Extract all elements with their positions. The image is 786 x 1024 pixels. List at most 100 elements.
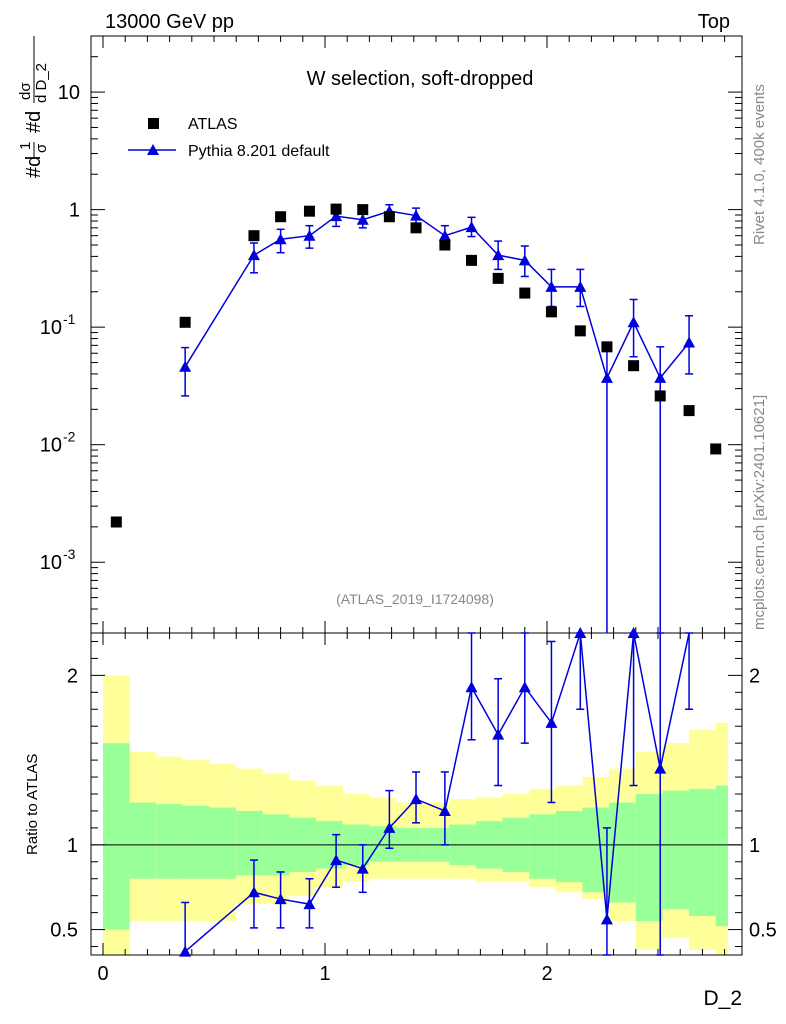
- svg-text:#d: #d: [23, 156, 45, 178]
- data-point: [410, 222, 422, 234]
- mc-series-main: [179, 204, 696, 633]
- ratio-point: [465, 681, 478, 693]
- band-inner-bin: [236, 810, 263, 876]
- band-inner-bin: [129, 802, 157, 879]
- ratio-point: [492, 728, 505, 740]
- legend: ATLAS Pythia 8.201 default: [128, 116, 330, 160]
- y-tick-label-main-exp: -1: [63, 311, 76, 327]
- y-tick-label-main-exp: -3: [63, 546, 76, 562]
- data-point: [710, 443, 722, 455]
- svg-text:dσ: dσ: [17, 82, 34, 100]
- data-point: [357, 204, 369, 216]
- ratio-point: [410, 793, 423, 805]
- svg-text:1: 1: [17, 142, 34, 150]
- y-tick-label-main: 1: [69, 200, 80, 222]
- mc-point: [438, 229, 451, 241]
- band-inner-bin: [555, 810, 583, 883]
- x-axis-label: D_2: [703, 987, 742, 1010]
- ratio-point: [330, 854, 343, 866]
- band-inner-bin: [582, 807, 610, 893]
- ratio-point: [574, 627, 587, 638]
- y-axis-label-ratio: Ratio to ATLAS: [24, 754, 41, 855]
- mc-point: [247, 249, 260, 261]
- band-inner-bin: [209, 807, 237, 879]
- y-tick-label-ratio-right: 1: [749, 835, 760, 857]
- ratio-point: [383, 821, 396, 833]
- ratio-point: [627, 627, 640, 638]
- band-inner-bin: [156, 804, 183, 879]
- svg-text:σ: σ: [33, 143, 50, 153]
- ratio-line: [184, 632, 690, 953]
- y-tick-label-ratio-right: 2: [749, 665, 760, 687]
- data-point: [330, 203, 342, 215]
- data-point: [683, 405, 695, 417]
- mc-point: [465, 221, 478, 233]
- svg-text:d D_2: d D_2: [33, 63, 50, 103]
- data-point: [628, 360, 640, 372]
- band-inner-bin: [182, 805, 210, 879]
- header-process: Top: [698, 11, 730, 33]
- ratio-point: [438, 804, 451, 816]
- data-point: [179, 316, 191, 328]
- data-point: [519, 287, 531, 299]
- ratio-point: [356, 862, 369, 874]
- data-point: [248, 230, 260, 242]
- data-point: [545, 306, 557, 318]
- data-point: [574, 325, 586, 337]
- band-inner-bin: [662, 790, 690, 910]
- band-inner-bin: [635, 794, 663, 922]
- ratio-point: [179, 945, 192, 957]
- mc-point: [683, 336, 696, 348]
- mc-point: [356, 213, 369, 225]
- mc-point: [574, 280, 587, 292]
- mc-point: [330, 210, 343, 222]
- mc-point: [492, 249, 505, 261]
- y-tick-label-main: 10: [40, 552, 62, 574]
- x-tick-label: 1: [319, 963, 330, 985]
- data-point: [383, 211, 395, 223]
- y-tick-label-ratio: 0.5: [50, 920, 78, 942]
- band-inner-bin: [103, 743, 130, 930]
- svg-text:#d: #d: [23, 111, 45, 133]
- y-tick-label-ratio: 2: [67, 665, 78, 687]
- y-tick-label-ratio: 1: [67, 835, 78, 857]
- rivet-version-label: Rivet 4.1.0, 400k events: [751, 84, 768, 245]
- mc-point: [274, 233, 287, 245]
- y-tick-label-main: 10: [58, 82, 80, 104]
- data-point: [466, 254, 478, 266]
- header-energy: 13000 GeV pp: [105, 11, 234, 33]
- y-tick-label-main: 10: [40, 317, 62, 339]
- x-tick-label: 2: [541, 963, 552, 985]
- band-inner-bin: [689, 788, 716, 917]
- legend-mc-marker: [147, 144, 159, 155]
- y-tick-label-ratio-right: 0.5: [749, 920, 777, 942]
- data-point: [303, 205, 315, 217]
- mc-point: [518, 254, 531, 266]
- data-series-main: [110, 203, 722, 528]
- band-inner-bin: [529, 814, 556, 879]
- mc-point: [627, 316, 640, 328]
- ratio-point: [518, 681, 531, 693]
- legend-data-marker: [148, 118, 159, 129]
- data-point: [275, 211, 287, 223]
- legend-mc-label: Pythia 8.201 default: [188, 143, 330, 160]
- mc-line: [184, 210, 690, 381]
- ratio-point: [303, 898, 316, 910]
- data-point: [110, 516, 122, 528]
- mc-series-ratio: [179, 627, 694, 957]
- data-point: [492, 272, 504, 284]
- mc-point: [654, 371, 667, 383]
- data-point: [601, 341, 613, 353]
- ratio-point: [247, 886, 260, 898]
- data-point: [439, 239, 451, 251]
- x-tick-label: 0: [97, 963, 108, 985]
- analysis-tag: (ATLAS_2019_I1724098): [336, 591, 494, 607]
- y-tick-label-main-exp: -2: [63, 429, 76, 445]
- legend-data-label: ATLAS: [188, 116, 238, 133]
- mc-point: [600, 371, 613, 383]
- ratio-point: [600, 913, 613, 925]
- mc-point: [545, 280, 558, 292]
- y-tick-label-main: 10: [40, 435, 62, 457]
- chart-title: W selection, soft-dropped: [307, 68, 534, 90]
